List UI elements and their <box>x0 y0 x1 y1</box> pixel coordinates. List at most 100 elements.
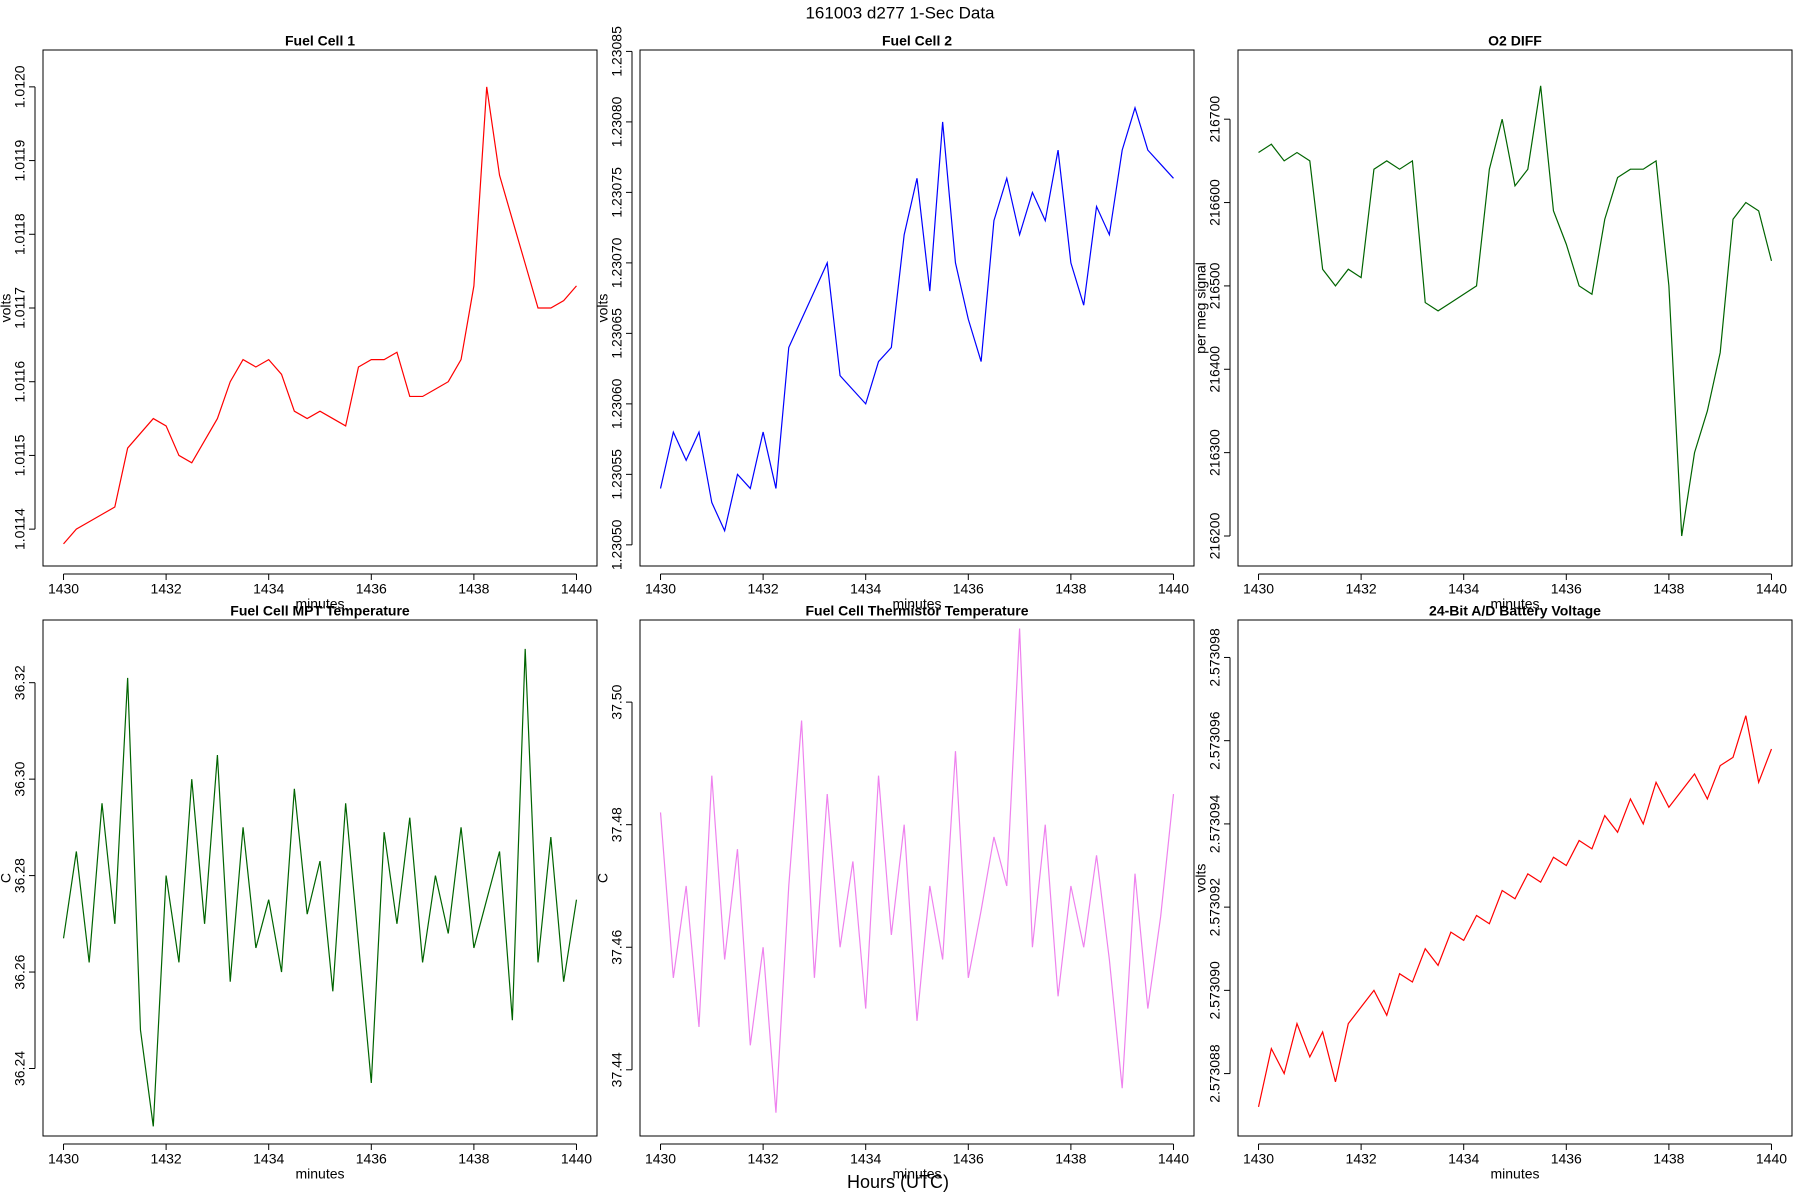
panel-title: O2 DIFF <box>1488 33 1542 49</box>
x-tick-label: 1430 <box>48 1151 79 1167</box>
y-tick-label: 1.23075 <box>609 167 625 218</box>
x-tick-label: 1432 <box>151 581 182 597</box>
y-tick-label: 37.44 <box>609 1052 625 1087</box>
y-axis-label: per meg signal <box>1193 262 1209 354</box>
y-tick-label: 2.573098 <box>1207 628 1223 687</box>
x-tick-label: 1434 <box>1448 1151 1479 1167</box>
y-tick-label: 37.50 <box>609 684 625 719</box>
panel-title: Fuel Cell 2 <box>882 33 952 49</box>
x-axis-label: minutes <box>295 596 344 612</box>
y-tick-label: 2.573094 <box>1207 794 1223 853</box>
y-tick-label: 1.23060 <box>609 378 625 429</box>
y-tick-label: 1.0118 <box>12 213 28 255</box>
y-tick-label: 1.23085 <box>609 26 625 77</box>
y-tick-label: 36.26 <box>12 954 28 989</box>
x-tick-label: 1440 <box>1756 581 1787 597</box>
x-tick-label: 1432 <box>748 581 779 597</box>
x-tick-label: 1436 <box>356 581 387 597</box>
x-tick-label: 1430 <box>1243 581 1274 597</box>
x-tick-label: 1438 <box>1055 1151 1086 1167</box>
y-tick-label: 36.24 <box>12 1051 28 1086</box>
data-line <box>62 648 578 1127</box>
data-line <box>659 628 1175 1113</box>
x-tick-label: 1438 <box>458 1151 489 1167</box>
y-tick-label: 216200 <box>1207 512 1223 559</box>
x-axis-label: minutes <box>892 1166 941 1182</box>
y-tick-label: 1.0119 <box>12 139 28 181</box>
plot-frame <box>42 49 598 567</box>
x-tick-label: 1432 <box>1346 1151 1377 1167</box>
y-tick-label: 2.573090 <box>1207 961 1223 1020</box>
x-tick-label: 1430 <box>48 581 79 597</box>
y-tick-label: 2.573096 <box>1207 711 1223 770</box>
x-tick-label: 1438 <box>1653 581 1684 597</box>
x-tick-label: 1434 <box>253 1151 284 1167</box>
plot-frame <box>639 619 1195 1137</box>
x-tick-label: 1440 <box>561 1151 592 1167</box>
plot-frame <box>1237 619 1793 1137</box>
x-tick-label: 1434 <box>850 1151 881 1167</box>
y-axis-label: C <box>595 873 611 883</box>
x-tick-label: 1434 <box>253 581 284 597</box>
x-tick-label: 1436 <box>1551 581 1582 597</box>
x-axis-label: minutes <box>295 1166 344 1182</box>
y-tick-label: 216500 <box>1207 262 1223 309</box>
plot-frame <box>639 49 1195 567</box>
x-tick-label: 1438 <box>1653 1151 1684 1167</box>
panel-title: 24-Bit A/D Battery Voltage <box>1429 603 1601 619</box>
plot-frame <box>42 619 598 1137</box>
x-tick-label: 1434 <box>850 581 881 597</box>
x-tick-label: 1436 <box>356 1151 387 1167</box>
y-tick-label: 1.23065 <box>609 308 625 359</box>
x-tick-label: 1436 <box>953 1151 984 1167</box>
x-axis-label: minutes <box>1490 1166 1539 1182</box>
y-tick-label: 36.30 <box>12 761 28 796</box>
y-tick-label: 37.48 <box>609 807 625 842</box>
y-tick-label: 216400 <box>1207 346 1223 393</box>
x-tick-label: 1430 <box>645 581 676 597</box>
x-tick-label: 1438 <box>1055 581 1086 597</box>
x-tick-label: 1436 <box>953 581 984 597</box>
data-line <box>659 105 1174 533</box>
y-tick-label: 37.46 <box>609 930 625 965</box>
y-tick-label: 1.0120 <box>12 65 28 108</box>
y-tick-label: 1.23070 <box>609 237 625 288</box>
panel-title: Fuel Cell MPT Temperature <box>230 603 410 619</box>
y-tick-label: 36.28 <box>12 858 28 893</box>
x-tick-label: 1434 <box>1448 581 1479 597</box>
y-axis-label: volts <box>1193 864 1209 893</box>
x-axis-label: minutes <box>1490 596 1539 612</box>
y-tick-label: 216700 <box>1207 96 1223 143</box>
x-tick-label: 1440 <box>1158 1151 1189 1167</box>
x-tick-label: 1440 <box>1158 581 1189 597</box>
y-axis-label: C <box>0 873 14 883</box>
figure-x-label: Hours (UTC) <box>847 1172 949 1192</box>
y-tick-label: 36.32 <box>12 665 28 700</box>
x-tick-label: 1432 <box>151 1151 182 1167</box>
y-axis-label: volts <box>595 294 611 323</box>
figure-title: 161003 d277 1-Sec Data <box>805 3 995 22</box>
data-line <box>63 86 577 545</box>
plot-frame <box>1237 49 1793 567</box>
data-line <box>1257 715 1773 1107</box>
y-tick-label: 1.0114 <box>12 508 28 550</box>
y-axis-label: volts <box>0 294 14 323</box>
y-tick-label: 1.23055 <box>609 449 625 500</box>
panel-title: Fuel Cell 1 <box>285 33 355 49</box>
y-tick-label: 216600 <box>1207 179 1223 226</box>
x-tick-label: 1432 <box>1346 581 1377 597</box>
y-tick-label: 2.573088 <box>1207 1044 1223 1103</box>
x-tick-label: 1440 <box>561 581 592 597</box>
y-tick-label: 1.23050 <box>609 519 625 570</box>
y-tick-label: 1.0115 <box>12 434 28 476</box>
x-axis-label: minutes <box>892 596 941 612</box>
y-tick-label: 216300 <box>1207 429 1223 476</box>
x-tick-label: 1430 <box>1243 1151 1274 1167</box>
x-tick-label: 1438 <box>458 581 489 597</box>
x-tick-label: 1432 <box>748 1151 779 1167</box>
y-tick-label: 2.573092 <box>1207 878 1223 937</box>
y-tick-label: 1.0117 <box>12 287 28 329</box>
x-tick-label: 1430 <box>645 1151 676 1167</box>
